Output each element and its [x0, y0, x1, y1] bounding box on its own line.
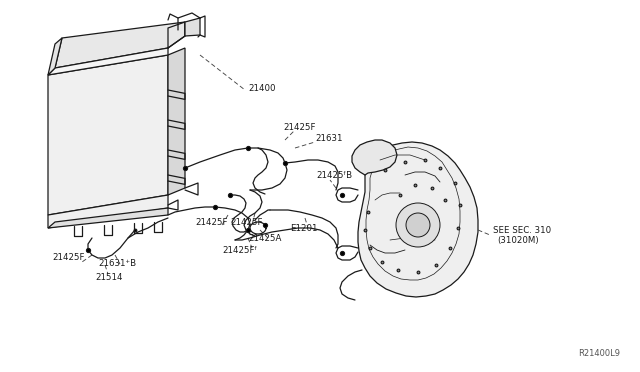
Polygon shape — [48, 195, 168, 228]
Polygon shape — [48, 38, 62, 75]
Polygon shape — [352, 140, 397, 175]
Circle shape — [396, 203, 440, 247]
Text: 21631⁺B: 21631⁺B — [98, 259, 136, 267]
Polygon shape — [168, 48, 185, 195]
Text: 21425F: 21425F — [230, 218, 262, 227]
Text: (31020M): (31020M) — [497, 235, 539, 244]
Text: SEE SEC. 310: SEE SEC. 310 — [493, 225, 551, 234]
Text: 21425F: 21425F — [283, 122, 316, 131]
Text: 21400: 21400 — [248, 83, 275, 93]
Polygon shape — [358, 142, 478, 297]
Circle shape — [406, 213, 430, 237]
Polygon shape — [185, 18, 200, 36]
Text: 21425F: 21425F — [52, 253, 84, 263]
Text: R21400L9: R21400L9 — [578, 349, 620, 358]
Polygon shape — [48, 48, 168, 75]
Text: 21425F: 21425F — [195, 218, 227, 227]
Text: 21425Fᶠ: 21425Fᶠ — [222, 246, 257, 254]
Polygon shape — [48, 208, 168, 228]
Polygon shape — [55, 22, 185, 68]
Text: 21425A: 21425A — [248, 234, 282, 243]
Polygon shape — [48, 55, 168, 215]
Text: 21631: 21631 — [315, 134, 342, 142]
Text: E1201: E1201 — [290, 224, 317, 232]
Text: 21514: 21514 — [95, 273, 122, 282]
Text: 21425ᶠB: 21425ᶠB — [316, 170, 352, 180]
